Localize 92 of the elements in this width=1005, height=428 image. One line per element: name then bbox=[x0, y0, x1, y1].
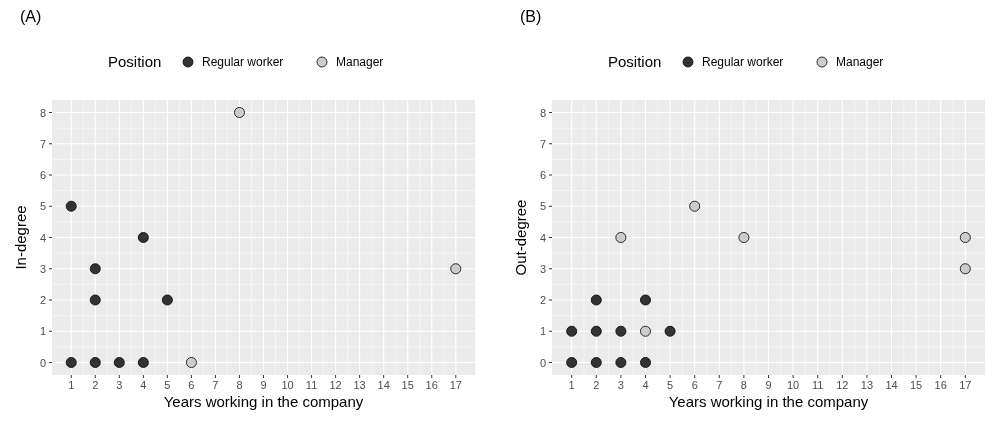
x-tick-label: 9 bbox=[765, 379, 772, 391]
x-tick-label: 13 bbox=[353, 379, 366, 391]
y-tick-label: 2 bbox=[539, 294, 546, 306]
x-tick-label: 5 bbox=[164, 379, 171, 391]
y-tick-label: 6 bbox=[39, 169, 46, 181]
x-tick-label: 14 bbox=[885, 379, 898, 391]
x-tick-label: 16 bbox=[425, 379, 438, 391]
x-axis-title: Years working in the company bbox=[668, 393, 869, 410]
point bbox=[738, 232, 750, 243]
x-tick-label: 12 bbox=[836, 379, 849, 391]
point bbox=[113, 357, 125, 368]
point bbox=[959, 263, 971, 275]
point bbox=[959, 232, 971, 243]
chart-title: (B) bbox=[520, 8, 542, 25]
point bbox=[89, 357, 101, 368]
point bbox=[65, 200, 77, 212]
x-tick-label: 15 bbox=[909, 379, 923, 391]
y-tick-label: 1 bbox=[539, 325, 546, 338]
point bbox=[590, 294, 602, 306]
x-tick-label: 12 bbox=[329, 379, 342, 391]
x-tick-label: 15 bbox=[401, 379, 414, 391]
x-tick-label: 11 bbox=[811, 379, 824, 391]
x-tick-label: 2 bbox=[92, 379, 99, 391]
x-tick-label: 3 bbox=[617, 379, 624, 391]
point bbox=[640, 294, 651, 306]
point bbox=[615, 357, 627, 368]
point bbox=[185, 357, 197, 368]
x-tick-label: 13 bbox=[860, 379, 874, 391]
point bbox=[640, 357, 651, 368]
x-tick-label: 8 bbox=[236, 379, 243, 391]
x-tick-label: 5 bbox=[667, 379, 674, 391]
x-tick-label: 6 bbox=[188, 379, 195, 391]
x-tick-label: 4 bbox=[642, 379, 649, 391]
y-axis-title: Out-degree bbox=[512, 199, 529, 276]
y-tick-label: 4 bbox=[39, 231, 46, 244]
point bbox=[615, 325, 627, 337]
y-tick-label: 5 bbox=[539, 200, 546, 213]
point bbox=[689, 200, 701, 212]
y-tick-label: 0 bbox=[539, 356, 546, 369]
point bbox=[664, 325, 676, 337]
x-tick-label: 11 bbox=[305, 379, 318, 391]
y-tick-label: 3 bbox=[39, 262, 46, 275]
point bbox=[640, 325, 651, 337]
y-tick-label: 7 bbox=[539, 137, 546, 150]
point bbox=[89, 294, 101, 306]
legend-label: Manager bbox=[336, 55, 384, 69]
x-tick-label: 9 bbox=[260, 379, 267, 391]
x-tick-label: 17 bbox=[449, 379, 462, 391]
legend-label: Regular worker bbox=[702, 55, 784, 69]
x-tick-label: 1 bbox=[568, 379, 575, 391]
legend-label: Regular worker bbox=[202, 55, 284, 69]
point bbox=[65, 357, 77, 368]
point bbox=[566, 325, 578, 337]
point bbox=[566, 357, 578, 368]
point bbox=[450, 263, 462, 275]
y-axis-title: In-degree bbox=[12, 205, 29, 270]
y-tick-label: 8 bbox=[539, 106, 546, 119]
legend-title: Position bbox=[608, 53, 662, 70]
x-tick-label: 16 bbox=[934, 379, 947, 391]
point bbox=[590, 357, 602, 368]
y-tick-label: 0 bbox=[39, 356, 46, 369]
point bbox=[137, 357, 149, 368]
x-tick-label: 7 bbox=[212, 379, 219, 391]
x-tick-label: 10 bbox=[786, 379, 800, 391]
x-axis-title: Years working in the company bbox=[163, 393, 364, 410]
y-tick-label: 3 bbox=[539, 262, 546, 275]
x-tick-label: 2 bbox=[593, 379, 600, 391]
y-tick-label: 5 bbox=[39, 200, 46, 213]
point bbox=[161, 294, 173, 306]
y-tick-label: 7 bbox=[39, 137, 46, 150]
y-tick-label: 8 bbox=[39, 106, 46, 119]
x-tick-label: 3 bbox=[116, 379, 123, 391]
y-tick-label: 2 bbox=[39, 294, 46, 306]
point bbox=[234, 107, 245, 118]
y-tick-label: 4 bbox=[539, 231, 546, 244]
x-tick-label: 4 bbox=[140, 379, 147, 391]
x-tick-label: 14 bbox=[377, 379, 390, 391]
x-tick-label: 6 bbox=[691, 379, 698, 391]
point bbox=[615, 232, 627, 243]
chart-title: (A) bbox=[20, 8, 42, 25]
x-tick-label: 10 bbox=[281, 379, 294, 391]
legend-title: Position bbox=[108, 53, 162, 70]
y-tick-label: 6 bbox=[539, 169, 546, 181]
legend-label: Manager bbox=[836, 55, 884, 69]
x-tick-label: 8 bbox=[740, 379, 747, 391]
point bbox=[590, 325, 602, 337]
x-tick-label: 7 bbox=[716, 379, 723, 391]
y-tick-label: 1 bbox=[39, 325, 46, 338]
point bbox=[137, 232, 149, 243]
x-tick-label: 17 bbox=[959, 379, 972, 391]
x-tick-label: 1 bbox=[68, 379, 75, 391]
point bbox=[89, 263, 101, 275]
